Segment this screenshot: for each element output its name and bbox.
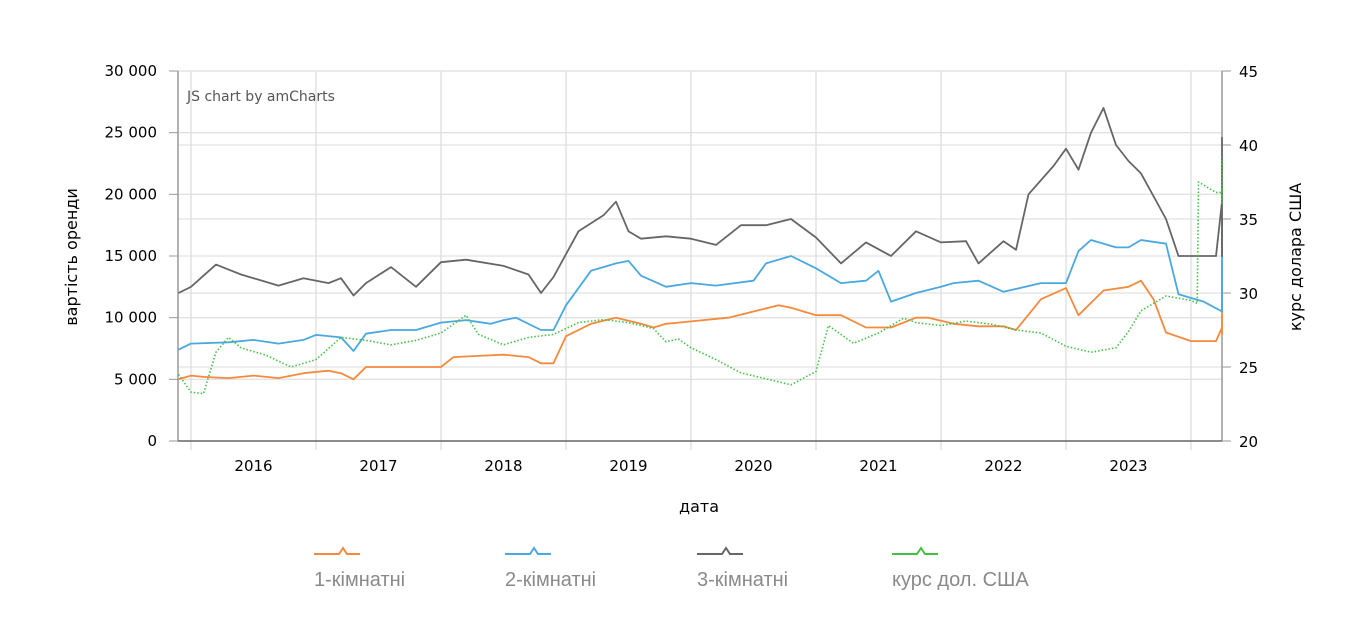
legend: 1-кімнатні 2-кімнатні 3-кімнатні курс до…	[0, 543, 1366, 603]
y2-tick-label: 30	[1239, 285, 1258, 303]
y-tick-label: 5 000	[114, 370, 157, 388]
x-tick-label: 2016	[234, 457, 272, 475]
y-tick-label: 10 000	[105, 309, 158, 327]
y2-tick-label: 40	[1239, 137, 1258, 155]
y-tick-label: 0	[147, 432, 157, 450]
y-tick-label: 25 000	[105, 124, 158, 142]
x-tick-label: 2023	[1109, 457, 1147, 475]
legend-label: 1-кімнатні	[314, 569, 406, 591]
series-lines[interactable]	[177, 107, 1223, 395]
right-axis-title: курс долара США	[1286, 183, 1305, 331]
x-tick-label: 2018	[484, 457, 522, 475]
y2-tick-label: 25	[1239, 359, 1258, 377]
y2-tick-label: 20	[1239, 433, 1258, 451]
series-2-кімнатні[interactable]	[178, 219, 1223, 352]
x-tick-label: 2019	[609, 457, 647, 475]
left-axis-title: вартість оренди	[62, 188, 81, 326]
legend-line-icon	[314, 546, 360, 555]
amcharts-credit[interactable]: JS chart by amCharts	[186, 89, 335, 105]
legend-label: 3-кімнатні	[697, 569, 789, 591]
x-tick-label: 2020	[734, 457, 772, 475]
grid-lines	[178, 70, 1222, 450]
legend-label: курс дол. США	[892, 569, 1029, 591]
x-axis-title: дата	[679, 497, 719, 516]
legend-line-icon	[697, 546, 743, 555]
x-tick-label: 2021	[859, 457, 897, 475]
axes: 0 5 000 10 000 15 000 20 000 25 000 30 000 20 25…	[105, 62, 1259, 475]
y2-tick-label: 35	[1239, 211, 1258, 229]
series-3-кімнатні[interactable]	[178, 107, 1223, 297]
y-tick-label: 20 000	[105, 185, 158, 203]
x-tick-label: 2017	[359, 457, 397, 475]
legend-label: 2-кімнатні	[505, 569, 597, 591]
legend-line-icon	[505, 546, 551, 555]
series-курс дол. США[interactable]	[177, 156, 1223, 395]
x-tick-label: 2022	[984, 457, 1022, 475]
y-tick-label: 15 000	[105, 247, 158, 265]
series-1-кімнатні[interactable]	[178, 261, 1223, 381]
legend-line-icon	[892, 546, 938, 555]
y-tick-label: 30 000	[105, 62, 158, 80]
y2-tick-label: 45	[1239, 63, 1258, 81]
